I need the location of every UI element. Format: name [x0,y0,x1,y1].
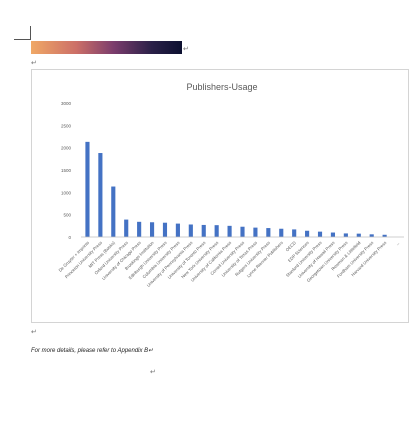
usage-chart: Publishers-Usage 0 500 1000 1500 2000 2500 300… [57,82,404,288]
crop-mark-vertical [30,26,31,40]
footnote-text: For more details, please refer to Append… [31,348,149,354]
chart-title: Publishers-Usage [186,82,257,92]
bar [330,232,336,237]
bar [279,228,284,237]
bar [292,229,297,237]
paragraph-mark: ↵ [31,60,37,67]
bar [149,222,155,237]
bar [124,219,129,237]
crop-mark-horizontal [14,39,31,40]
bar [98,153,103,237]
bar [266,228,271,237]
y-axis: 0 500 1000 1500 2000 2500 3000 [61,101,72,240]
bar [305,230,310,237]
bar [227,225,232,237]
bar [175,223,180,237]
bar [85,141,90,237]
bar [214,225,219,237]
y-tick-label: 500 [63,213,71,218]
paragraph-mark: ↵ [183,46,189,53]
bar [382,234,387,237]
footnote: For more details, please refer to Append… [31,347,153,354]
bar [240,226,245,237]
y-tick-label: 1000 [61,190,72,195]
bar [188,224,193,237]
paragraph-mark: ↵ [148,348,154,354]
bar [162,222,168,237]
bar [369,234,374,237]
y-tick-label: 2500 [61,123,72,128]
y-tick-label: 1500 [61,168,72,173]
bars [85,141,387,237]
bar [356,233,361,237]
paragraph-mark: ↵ [150,369,156,376]
y-tick-label: 2000 [61,146,72,151]
header-gradient-bar [31,41,182,54]
bar [253,227,258,237]
bar [111,186,116,237]
y-tick-label: 0 [68,235,71,240]
bar [343,233,348,237]
chart-frame: Publishers-Usage 0 500 1000 1500 2000 2500 300… [31,69,409,323]
bar [137,221,142,237]
x-tick-label: ... [394,240,400,246]
bar [201,224,206,237]
y-tick-label: 3000 [61,101,72,106]
paragraph-mark: ↵ [31,329,37,336]
bar [317,231,323,237]
